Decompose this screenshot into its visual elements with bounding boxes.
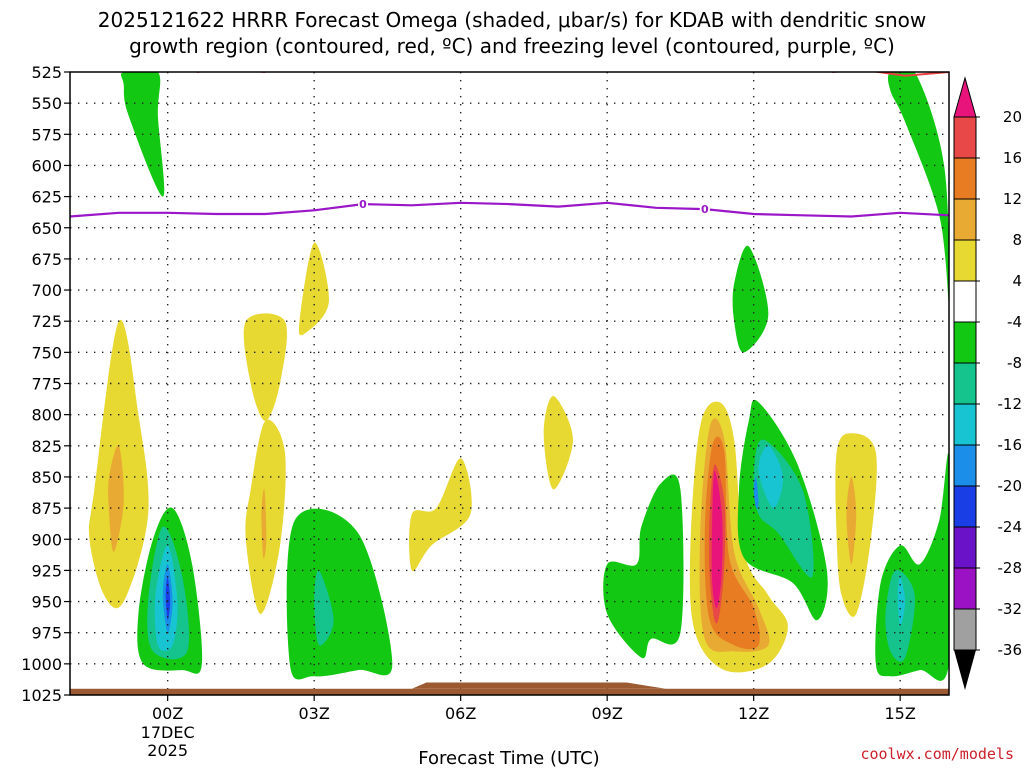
- omega-cell-orange-1400: [846, 476, 857, 565]
- omega-cell-cyan-1230: [758, 445, 784, 509]
- colorbar-label-3: 8: [1012, 231, 1022, 249]
- colorbar-band-m32_m28: [953, 567, 977, 610]
- colorbar-band-m12_m8: [953, 362, 977, 405]
- colorbar-band-p4_p8: [953, 239, 977, 282]
- x-tick-label-12Z: 12Z: [738, 704, 769, 723]
- colorbar-band-m20_m16: [953, 444, 977, 487]
- y-tick-label-600: 600: [31, 156, 62, 175]
- freezing-label-1: 0: [701, 203, 709, 216]
- colorbar-label-0: 20: [1003, 108, 1022, 126]
- x-date-label-0: 17DEC: [141, 723, 195, 742]
- colorbar-label-1: 16: [1003, 149, 1022, 167]
- x-date-label-1: 2025: [147, 741, 188, 760]
- colorbar-band-white: [953, 280, 977, 323]
- colorbar-label-2: 12: [1003, 190, 1022, 208]
- freezing-label-bg-0: [358, 197, 368, 212]
- colorbar-band-m16_m12: [953, 403, 977, 446]
- y-tick-label-575: 575: [31, 125, 62, 144]
- y-tick-label-925: 925: [31, 561, 62, 580]
- omega-cell-blue-1230: [753, 476, 759, 509]
- y-tick-label-675: 675: [31, 250, 62, 269]
- colorbar-label-12: -32: [998, 600, 1023, 618]
- y-tick-label-875: 875: [31, 499, 62, 518]
- freezing-label-bg-1: [699, 202, 710, 217]
- omega-cell-green-upper-right: [887, 72, 949, 304]
- y-tick-label-625: 625: [31, 188, 62, 207]
- y-tick-label-550: 550: [31, 94, 62, 113]
- colorbar-band-m24_m20: [953, 485, 977, 528]
- y-tick-label-975: 975: [31, 624, 62, 643]
- chart-title-line1: 2025121622 HRRR Forecast Omega (shaded, …: [98, 8, 926, 32]
- x-tick-label-00Z: 00Z: [152, 704, 183, 723]
- y-tick-label-950: 950: [31, 593, 62, 612]
- y-tick-label-850: 850: [31, 468, 62, 487]
- colorbar-label-7: -12: [998, 395, 1023, 413]
- y-tick-label-650: 650: [31, 219, 62, 238]
- y-tick-label-700: 700: [31, 281, 62, 300]
- omega-cell-teal-0300: [314, 570, 334, 646]
- y-tick-label-1000: 1000: [21, 655, 62, 674]
- colorbar-band-grey: [953, 608, 977, 651]
- y-tick-label-525: 525: [31, 63, 62, 82]
- x-tick-label-03Z: 03Z: [299, 704, 330, 723]
- y-tick-label-800: 800: [31, 406, 62, 425]
- ground-layer: [70, 682, 949, 695]
- x-axis-label: Forecast Time (UTC): [418, 748, 599, 768]
- y-axis: 525 550 575 600 625 650 675 700 725 750 775 800 825 8…: [21, 63, 70, 705]
- omega-cell-cyan-1500: [897, 576, 906, 627]
- colorbar-top-arrow: [953, 76, 977, 118]
- colorbar-label-8: -16: [998, 436, 1023, 454]
- colorbar-band-p12_p16: [953, 157, 977, 200]
- colorbar-bottom-arrow: [954, 650, 976, 690]
- colorbar-label-6: -8: [1007, 354, 1022, 372]
- omega-cell-orange-left: [108, 445, 124, 552]
- colorbar-band-m8_m4: [953, 321, 977, 364]
- omega-cell-orange-0200: [261, 488, 267, 559]
- colorbar-band-p16_p20: [953, 116, 977, 159]
- omega-cell-yellow-0150: [243, 313, 287, 421]
- colorbar-band-p8_p12: [953, 198, 977, 241]
- y-tick-label-775: 775: [31, 375, 62, 394]
- ground-bump: [411, 682, 666, 689]
- y-tick-label-1025: 1025: [21, 686, 62, 705]
- omega-cell-magenta-1100: [711, 470, 723, 609]
- x-tick-label-09Z: 09Z: [592, 704, 623, 723]
- x-tick-label-06Z: 06Z: [445, 704, 476, 723]
- omega-shading-layer: [88, 72, 949, 681]
- omega-cell-blue-0000: [165, 576, 171, 621]
- omega-cell-green-0300: [286, 508, 393, 680]
- freezing-label-0: 0: [359, 198, 367, 211]
- x-tick-label-15Z: 15Z: [885, 704, 916, 723]
- omega-cell-yellow-1400: [835, 433, 877, 617]
- colorbar-label-9: -20: [998, 477, 1023, 495]
- y-tick-label-825: 825: [31, 437, 62, 456]
- colorbar-label-11: -28: [998, 559, 1023, 577]
- omega-cell-yellow-0530: [409, 458, 472, 572]
- freezing-level-line: [69, 201, 950, 218]
- omega-cell-green-0900: [732, 245, 769, 353]
- colorbar-label-4: 4: [1012, 272, 1022, 290]
- colorbar: 20 16 12 8 4 -4 -8 -12 -16 -20 -24 -28 -32 -36: [953, 76, 1023, 690]
- colorbar-label-13: -36: [998, 641, 1023, 659]
- chart-title-line2: growth region (contoured, red, ºC) and f…: [129, 34, 895, 58]
- credit-text: coolwx.com/models: [860, 745, 1014, 763]
- colorbar-label-5: -4: [1007, 313, 1022, 331]
- colorbar-label-10: -24: [998, 518, 1023, 536]
- omega-cell-green-0930: [603, 474, 684, 659]
- y-tick-label-900: 900: [31, 530, 62, 549]
- y-tick-label-750: 750: [31, 343, 62, 362]
- omega-cell-yellow-0800: [543, 395, 573, 490]
- y-tick-label-725: 725: [31, 312, 62, 331]
- ground-strip: [70, 688, 949, 695]
- colorbar-band-m28_m24: [953, 526, 977, 569]
